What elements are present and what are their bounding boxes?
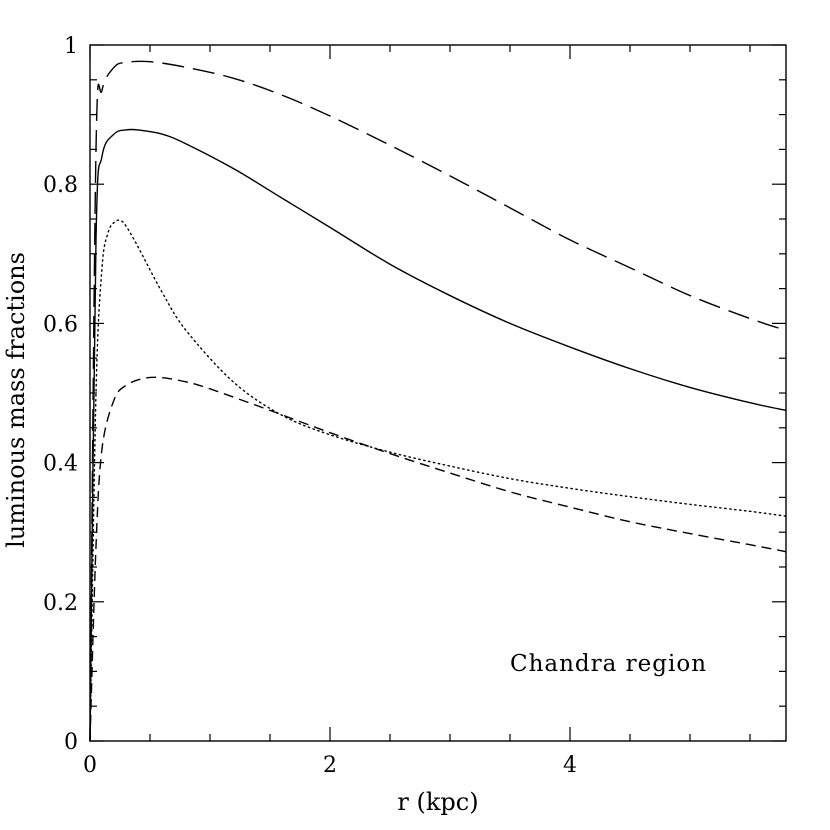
x-tick-label: 4 (563, 753, 577, 778)
x-axis-title: r (kpc) (397, 788, 478, 816)
series-line-short-dashed (89, 376, 787, 742)
x-tick-label: 0 (83, 753, 97, 778)
y-axis-title: luminous mass fractions (2, 252, 30, 548)
y-tick-label: 0.4 (43, 452, 78, 477)
series-line-long-dashed (89, 60, 787, 742)
series-line-dotted (89, 219, 787, 742)
x-tick-label: 2 (323, 753, 337, 778)
y-tick-label: 0 (64, 730, 78, 755)
plot-frame (89, 44, 787, 742)
y-tick-label: 1 (64, 34, 78, 59)
series-lines (89, 60, 787, 742)
series-line-solid (89, 128, 787, 742)
tick-labels: 0 2 4 0 0.2 0.4 0.6 0.8 1 (43, 34, 577, 778)
y-tick-label: 0.6 (43, 312, 78, 337)
tick-marks (89, 44, 786, 742)
chandra-region-annotation: Chandra region (510, 651, 707, 677)
y-tick-label: 0.2 (43, 591, 78, 616)
y-tick-label: 0.8 (43, 173, 78, 198)
